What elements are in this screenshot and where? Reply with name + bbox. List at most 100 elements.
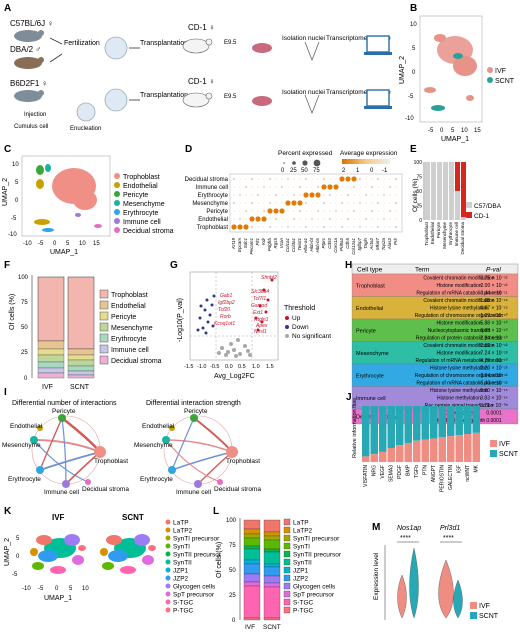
d-dot — [353, 194, 355, 196]
d-dot — [339, 176, 345, 182]
d-gene-label: Col1a1 — [285, 238, 290, 253]
j-bar-ivf — [438, 437, 446, 462]
d-dot — [233, 186, 235, 188]
d-dot — [268, 225, 272, 229]
k-ytick: 0 — [16, 554, 20, 560]
d-gene-label: Tagln — [363, 238, 368, 249]
d-dot — [279, 208, 285, 214]
k-xlabel: UMAP_1 — [44, 595, 72, 602]
g-xlabel: Avg_Log2FC — [214, 373, 255, 380]
h-pval: 1.09 × 10⁻¹⁰ — [480, 313, 507, 319]
d-gene-label: Pdgfrb — [267, 238, 272, 252]
d-size-tick: 25 — [290, 168, 297, 174]
d-dot — [275, 186, 277, 188]
h-pval: 5.88 × 10⁻¹⁰ — [480, 321, 507, 327]
m-ylabel: Expression level — [373, 552, 380, 600]
panel-letter-l: L — [213, 506, 219, 517]
legend-swatch — [487, 67, 493, 73]
l-ytick: 25 — [229, 593, 236, 599]
j-bar-ivf — [396, 445, 404, 462]
umap-c-clusters — [34, 164, 102, 232]
c-ytick: 10 — [12, 162, 19, 168]
l-bar-scnt — [263, 519, 281, 621]
l-legend-label: P-TGC — [293, 608, 314, 615]
k-xtick: 10 — [82, 586, 89, 592]
legend-swatch — [283, 582, 291, 590]
d-dot — [317, 178, 319, 180]
c-legend-label: Pericyte — [123, 192, 148, 199]
d-dot — [335, 218, 337, 220]
k-legend-label: P-TGC — [173, 608, 194, 615]
d-dot — [388, 185, 392, 189]
d-gene-label: Hbb-bt — [309, 237, 314, 251]
d-dot — [358, 177, 362, 181]
legend-swatch — [283, 550, 291, 558]
l-xtick: SCNT — [263, 624, 281, 631]
d-dot — [250, 225, 254, 229]
d-dot — [376, 177, 380, 181]
f-ytick: 100 — [18, 275, 29, 281]
m-gene-2: Prl3d1 — [440, 525, 460, 532]
h-pval: 4.29 × 10⁻¹⁰ — [480, 358, 507, 364]
d-gene-label: Col12a1 — [351, 238, 356, 255]
i-node-label: Immune cell — [44, 489, 80, 496]
d-dot — [364, 217, 368, 221]
h-pval: 0.0001 — [486, 411, 502, 417]
legend-swatch — [283, 590, 291, 598]
legend-swatch — [283, 606, 291, 614]
h-pval: 3.75 × 10⁻¹² — [481, 276, 508, 282]
l-legend-label: SynTI — [293, 544, 310, 551]
e-bar-cd1 — [455, 162, 460, 191]
g-gene-up: Ext1 — [253, 310, 263, 316]
b-xtick: 15 — [474, 128, 481, 134]
d-dot — [377, 218, 379, 220]
d-dot — [239, 202, 241, 204]
d-dot — [305, 186, 307, 188]
panel-j: J Relative information flow VISFATIN NRG V… — [346, 392, 519, 492]
j-bar-scnt — [447, 406, 455, 437]
g-xtick: 0.5 — [238, 364, 246, 370]
f-legend-label: Decidual stroma — [111, 358, 162, 365]
m-violin-prl3d1 — [438, 559, 463, 619]
k-xtick: -5 — [38, 586, 44, 592]
g-xtick: -1.5 — [184, 364, 193, 370]
c-xtick: 0 — [53, 241, 57, 247]
g-gene-down: Igf2bp2 — [218, 300, 235, 306]
h-term: Regulation of mRNA metabolic process — [416, 358, 503, 364]
d-gene-label: Igfbp7 — [357, 238, 362, 251]
j-bar-scnt — [464, 406, 472, 434]
g-gene-up: Tcf7l1 — [253, 296, 266, 302]
d-dot — [347, 226, 349, 228]
f-ytick: 75 — [21, 300, 28, 306]
h-pval: 3.44 × 10⁻¹¹ — [481, 291, 508, 297]
host-cd1-2: CD-1 ♀ — [188, 77, 215, 86]
d-dot — [299, 194, 301, 196]
d-dot — [395, 210, 397, 212]
d-color-tick: -1 — [382, 168, 388, 174]
label-injection: Injection — [24, 112, 46, 118]
d-dot — [382, 193, 386, 197]
d-dot — [239, 178, 241, 180]
d-dot — [389, 226, 391, 228]
e-ylabel: Of cells (%) — [412, 178, 419, 212]
d-dot — [322, 225, 326, 229]
e-axis: 0 25 50 75 100 — [414, 160, 425, 224]
d-dot — [303, 192, 309, 198]
d-dot — [274, 217, 278, 221]
g-legend-up: Up — [292, 315, 301, 322]
l-legend-label: JZP2 — [293, 576, 309, 583]
j-xtick: MK — [474, 464, 480, 472]
c-ytick: -10 — [8, 232, 17, 238]
legend-swatch — [283, 518, 291, 526]
k-legend-label: S-TGC — [173, 600, 194, 607]
l-ytick: 75 — [229, 543, 236, 549]
f-legend-label: Mesenchyme — [111, 325, 153, 332]
panel-d: D Percent expressed 0 25 50 75 Average e… — [185, 144, 403, 255]
d-dot — [273, 208, 279, 214]
panel-letter-j: J — [346, 392, 352, 403]
legend-swatch — [283, 598, 291, 606]
panel-g: G Sfmbt2 Slc38a4 Tcf7l1 Gsmod Ext1 Rtgln… — [170, 260, 331, 380]
k-xtick: 0 — [55, 586, 59, 592]
c-legend-label: Erythrocyte — [123, 210, 159, 217]
